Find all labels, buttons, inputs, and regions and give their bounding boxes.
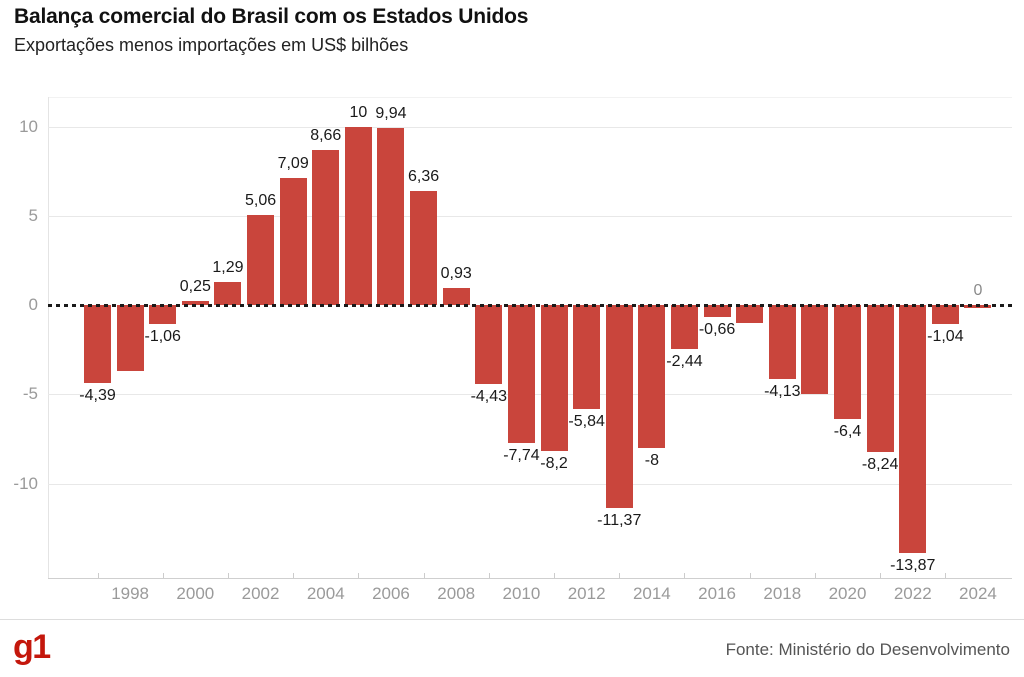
chart-subtitle: Exportações menos importações em US$ bil…: [14, 35, 409, 55]
x-tick-label-2018: 2018: [763, 584, 802, 603]
bar-label-2010: -7,74: [503, 447, 540, 465]
source-credit: Fonte: Ministério do Desenvolvimento: [725, 640, 1010, 659]
x-tick-label-2004: 2004: [306, 584, 345, 603]
x-tick-label-2008: 2008: [437, 584, 476, 603]
x-tick-2017: [750, 573, 751, 578]
y-tick-label-5: 5: [28, 206, 38, 225]
bar-2001[interactable]: [214, 281, 242, 305]
gridline-10: [48, 127, 1012, 128]
bar-2013[interactable]: [605, 305, 633, 508]
x-tick-2023: [945, 573, 946, 578]
bar-2009[interactable]: [475, 305, 503, 385]
bar-label-2016: -0,66: [698, 320, 736, 338]
bar-2002[interactable]: [247, 214, 275, 305]
x-tick-label-2012: 2012: [567, 584, 606, 603]
x-tick-2013: [619, 573, 620, 578]
bar-2000[interactable]: [181, 300, 209, 305]
bar-1999[interactable]: [149, 305, 177, 324]
g1-logo[interactable]: g1: [13, 628, 51, 666]
bar-2018[interactable]: [768, 305, 796, 379]
x-tick-label-2006: 2006: [372, 584, 410, 603]
x-tick-label-2002: 2002: [241, 584, 280, 603]
bar-label-2006: 9,94: [375, 104, 407, 122]
bar-label-1997: -4,39: [79, 387, 116, 405]
bar-2010[interactable]: [507, 305, 535, 444]
gridline--10: [48, 484, 1012, 485]
bar-label-2007: 6,36: [408, 168, 440, 186]
x-tick-2005: [358, 573, 359, 578]
bar-label-2024: 0: [973, 282, 983, 299]
x-tick-label-2022: 2022: [893, 584, 932, 603]
x-tick-2007: [424, 573, 425, 578]
bar-label-1999: -1,06: [144, 327, 181, 345]
bar-2020[interactable]: [834, 305, 862, 420]
x-tick-2009: [489, 573, 490, 578]
bar-label-2023: -1,04: [927, 327, 964, 345]
bar-label-2014: -8: [644, 451, 659, 469]
bar-2021[interactable]: [866, 305, 894, 453]
bar-label-2018: -4,13: [764, 382, 801, 400]
bar-2003[interactable]: [279, 178, 307, 305]
y-tick-label-0: 0: [28, 295, 38, 314]
bar-label-2008: 0,93: [440, 265, 472, 283]
bar-label-2011: -8,2: [540, 455, 568, 473]
bar-2023[interactable]: [931, 305, 959, 324]
bar-2005[interactable]: [344, 126, 372, 305]
bar-2007[interactable]: [410, 191, 438, 305]
bar-label-2021: -8,24: [861, 456, 899, 474]
bar-2014[interactable]: [638, 305, 666, 448]
x-tick-2019: [815, 573, 816, 578]
x-tick-label-2010: 2010: [502, 584, 541, 603]
bar-2011[interactable]: [540, 305, 568, 452]
footer-divider: [0, 619, 1024, 620]
bar-label-2009: -4,43: [470, 388, 508, 406]
bar-2019[interactable]: [801, 305, 829, 395]
bar-label-2012: -5,84: [568, 413, 605, 431]
bar-2015[interactable]: [670, 305, 698, 349]
x-tick-2021: [880, 573, 881, 578]
bar-label-2002: 5,06: [244, 191, 277, 209]
bar-2017[interactable]: [736, 305, 764, 323]
bar-2008[interactable]: [442, 288, 470, 305]
bar-label-2003: 7,09: [277, 155, 309, 173]
bar-2022[interactable]: [899, 305, 927, 553]
bar-label-2013: -11,37: [597, 511, 642, 529]
y-tick-label-10: 10: [19, 117, 38, 136]
x-tick-label-2020: 2020: [828, 584, 867, 603]
zero-line: [48, 304, 1012, 307]
y-tick-label--5: -5: [22, 384, 38, 403]
bar-label-2005: 10: [349, 103, 368, 121]
bar-2006[interactable]: [377, 127, 405, 305]
bar-label-2022: -13,87: [890, 556, 936, 574]
bar-2012[interactable]: [573, 305, 601, 410]
x-tick-label-2000: 2000: [176, 584, 215, 603]
x-tick-1997: [98, 573, 99, 578]
x-tick-label-2024: 2024: [959, 584, 997, 603]
bar-1997[interactable]: [84, 305, 111, 384]
x-tick-2001: [228, 573, 229, 578]
x-axis-line: [48, 578, 1012, 579]
bar-label-2020: -6,4: [833, 423, 862, 441]
x-tick-label-1998: 1998: [111, 584, 150, 603]
x-tick-2003: [293, 573, 294, 578]
bar-2004[interactable]: [312, 150, 340, 305]
x-tick-1999: [163, 573, 164, 578]
bar-2016[interactable]: [703, 305, 731, 317]
x-tick-label-2014: 2014: [632, 584, 671, 603]
x-tick-2011: [554, 573, 555, 578]
x-tick-label-2016: 2016: [698, 584, 736, 603]
x-tick-2015: [684, 573, 685, 578]
gridline-5: [48, 216, 1012, 217]
bar-label-2000: 0,25: [179, 277, 211, 295]
y-tick-label--10: -10: [13, 474, 38, 493]
bar-1998[interactable]: [116, 305, 144, 372]
bar-label-2015: -2,44: [666, 352, 703, 370]
plot-top-border: [48, 97, 1012, 98]
bar-label-2001: 1,29: [212, 258, 244, 276]
bar-label-2004: 8,66: [310, 127, 342, 145]
y-axis-spine: [48, 97, 49, 578]
chart-title: Balança comercial do Brasil com os Estad…: [14, 5, 529, 28]
